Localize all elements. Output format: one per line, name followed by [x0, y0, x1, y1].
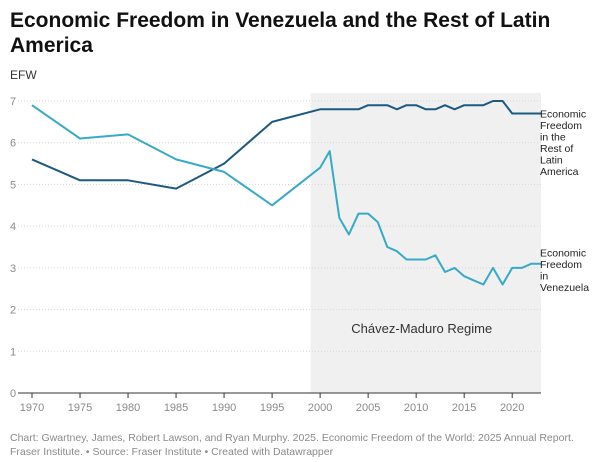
- x-tick-label: 1985: [164, 402, 188, 414]
- series-end-label-line: Latin: [540, 155, 563, 167]
- series-end-label-line: in the: [540, 132, 566, 144]
- y-tick-label: 5: [10, 179, 16, 191]
- x-tick-label: 2015: [452, 402, 476, 414]
- regime-label: Chávez-Maduro Regime: [351, 321, 492, 336]
- x-tick-label: 1980: [116, 402, 140, 414]
- footer-credit-line: Chart: Gwartney, James, Robert Lawson, a…: [10, 432, 574, 444]
- chart-footer: Chart: Gwartney, James, Robert Lawson, a…: [10, 431, 590, 459]
- x-tick-label: 2005: [356, 402, 380, 414]
- series-end-label-line: in: [540, 271, 548, 283]
- series-end-label-line: Economic: [540, 248, 586, 260]
- series-end-label-line: America: [540, 166, 579, 178]
- y-tick-label: 1: [10, 346, 16, 358]
- x-tick-label: 1990: [212, 402, 236, 414]
- y-tick-label: 4: [10, 221, 16, 233]
- x-tick-label: 1970: [20, 402, 44, 414]
- x-tick-label: 1975: [68, 402, 92, 414]
- series-end-label-line: Freedom: [540, 259, 582, 271]
- x-tick-label: 1995: [260, 402, 284, 414]
- series-end-label-line: Economic: [540, 109, 586, 121]
- regime-shaded-region: [310, 93, 541, 393]
- y-axis-label: EFW: [10, 68, 37, 82]
- y-tick-label: 3: [10, 263, 16, 275]
- y-tick-label: 2: [10, 305, 16, 317]
- series-line-latin-america: [31, 100, 541, 190]
- series-end-label-line: Venezuela: [540, 282, 589, 294]
- series-line-venezuela: [31, 104, 541, 286]
- chart-title: Economic Freedom in Venezuela and the Re…: [10, 9, 551, 57]
- y-tick-label: 0: [10, 388, 16, 400]
- footer-source-line: Fraser Institute. • Source: Fraser Insti…: [10, 446, 334, 458]
- x-tick-label: 2010: [404, 402, 428, 414]
- y-tick-label: 7: [10, 96, 16, 108]
- y-tick-label: 6: [10, 138, 16, 150]
- x-tick-label: 2000: [308, 402, 332, 414]
- series-end-label-line: Rest of: [540, 143, 573, 155]
- series-end-label-line: Freedom: [540, 120, 582, 132]
- x-tick-label: 2020: [500, 402, 524, 414]
